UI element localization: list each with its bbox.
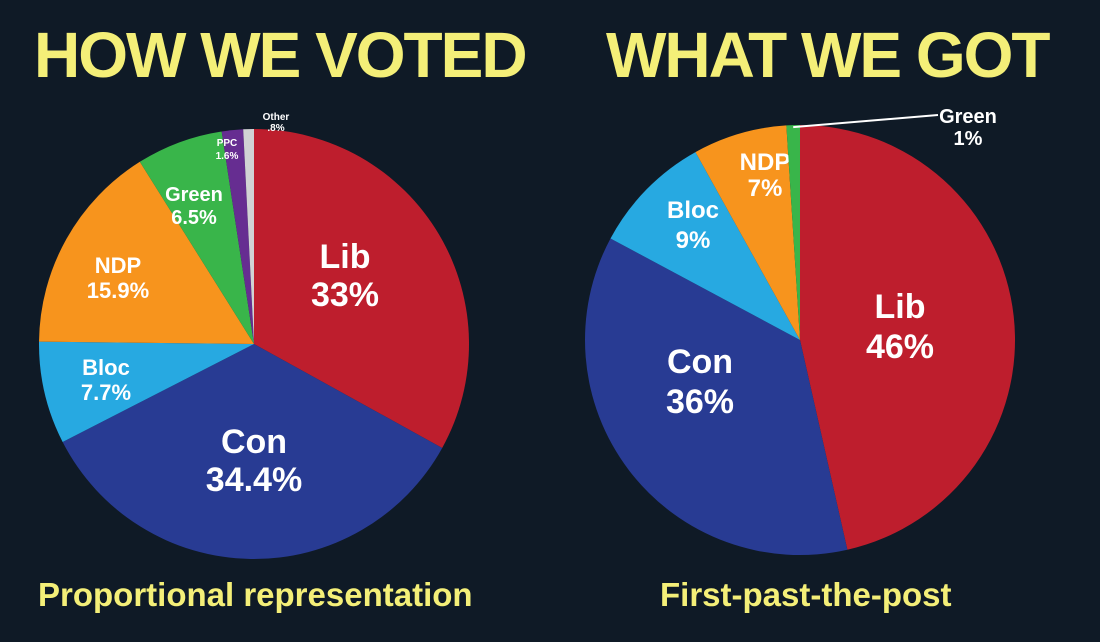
slice-label-voted-other: Other: [263, 112, 290, 123]
slice-label-voted-bloc: Bloc: [82, 355, 130, 380]
slice-value-voted-green: 6.5%: [171, 207, 217, 229]
slice-value-got-con: 36%: [666, 383, 734, 421]
slice-value-voted-con: 34.4%: [206, 461, 302, 499]
slice-voted-con: [62, 344, 443, 560]
chart-title-how-we-voted: HOW WE VOTED: [34, 19, 528, 91]
slice-label-voted-ppc: PPC: [217, 138, 238, 149]
slice-voted-ppc: [221, 129, 254, 344]
chart-subtitle-fptp: First-past-the-post: [660, 576, 952, 613]
slice-value-voted-lib: 33%: [311, 276, 379, 314]
slice-value-got-bloc: 9%: [676, 227, 711, 254]
chart-title-what-we-got: WHAT WE GOT: [606, 19, 1050, 91]
slice-value-got-ndp: 7%: [748, 175, 783, 202]
slice-voted-lib: [254, 129, 470, 448]
slice-got-lib: [800, 125, 1016, 550]
slice-label-voted-ndp: NDP: [95, 253, 141, 278]
slice-got-con: [584, 238, 848, 556]
slice-label-voted-green: Green: [165, 184, 223, 206]
leader-line-got-green: [793, 114, 939, 129]
slice-value-voted-other: .8%: [267, 123, 284, 134]
slice-got-green: [786, 125, 800, 340]
slice-label-got-bloc: Bloc: [667, 197, 719, 224]
slice-voted-ndp: [39, 161, 255, 344]
slice-value-got-lib: 46%: [866, 328, 934, 366]
slice-value-voted-ppc: 1.6%: [216, 151, 239, 162]
slice-label-got-green: Green: [939, 106, 997, 128]
slice-label-got-ndp: NDP: [740, 149, 791, 176]
chart-subtitle-proportional: Proportional representation: [38, 576, 473, 613]
slice-voted-green: [139, 131, 254, 344]
slice-label-got-con: Con: [667, 343, 733, 381]
slice-label-got-lib: Lib: [875, 288, 926, 326]
slice-got-bloc: [610, 152, 800, 340]
slice-label-voted-lib: Lib: [320, 238, 371, 276]
slice-got-ndp: [695, 125, 800, 341]
slice-value-voted-bloc: 7.7%: [81, 380, 131, 405]
slice-label-voted-con: Con: [221, 423, 287, 461]
slice-voted-bloc: [38, 341, 254, 442]
slice-value-voted-ndp: 15.9%: [87, 278, 149, 303]
slice-value-got-green: 1%: [954, 128, 983, 150]
slice-voted-other: [243, 129, 254, 344]
